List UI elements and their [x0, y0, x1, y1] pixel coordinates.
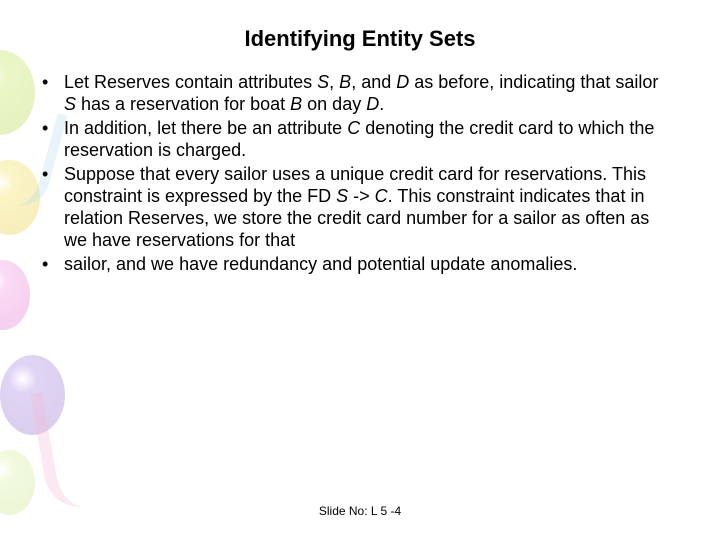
slide-body: Let Reserves contain attributes S, B, an… [36, 72, 660, 278]
bullet-item: sailor, and we have redundancy and poten… [36, 254, 660, 276]
bullet-item: Suppose that every sailor uses a unique … [36, 164, 660, 252]
balloon-decoration [0, 260, 30, 330]
bullet-item: In addition, let there be an attribute C… [36, 118, 660, 162]
slide-number: Slide No: L 5 -4 [0, 504, 720, 518]
balloon-decoration [0, 50, 35, 135]
slide-title: Identifying Entity Sets [0, 26, 720, 52]
bullet-item: Let Reserves contain attributes S, B, an… [36, 72, 660, 116]
streamer-decoration [30, 388, 85, 512]
bullet-list: Let Reserves contain attributes S, B, an… [36, 72, 660, 276]
